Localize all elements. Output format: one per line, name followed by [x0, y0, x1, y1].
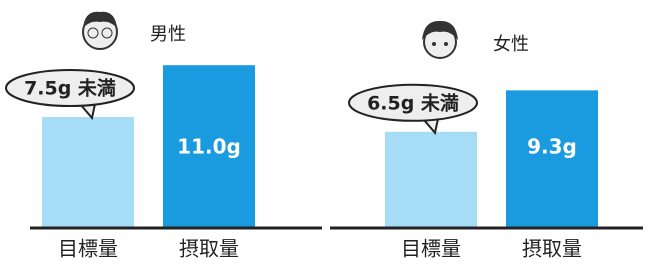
value-label: 6.5g 未満: [367, 91, 459, 114]
x-tick-label: 摂取量: [179, 237, 239, 261]
chart-title: 男性: [150, 24, 186, 45]
chart: 男性目標量 7.5g 未満摂取量 11.0g 女性目標量 6.5g 未満摂取量 9.3g: [0, 0, 653, 264]
male-icon: [83, 12, 117, 49]
chart-title: 女性: [493, 34, 529, 55]
female-icon: [422, 21, 458, 58]
x-tick-label: 目標量: [58, 237, 118, 261]
bar: [506, 90, 598, 228]
bar: [385, 132, 477, 228]
value-label: 7.5g 未満: [24, 77, 116, 100]
x-tick-label: 摂取量: [522, 237, 582, 261]
bar: [42, 117, 134, 228]
x-tick-label: 目標量: [401, 237, 461, 261]
value-label: 9.3g: [527, 135, 577, 159]
value-label: 11.0g: [177, 135, 241, 159]
